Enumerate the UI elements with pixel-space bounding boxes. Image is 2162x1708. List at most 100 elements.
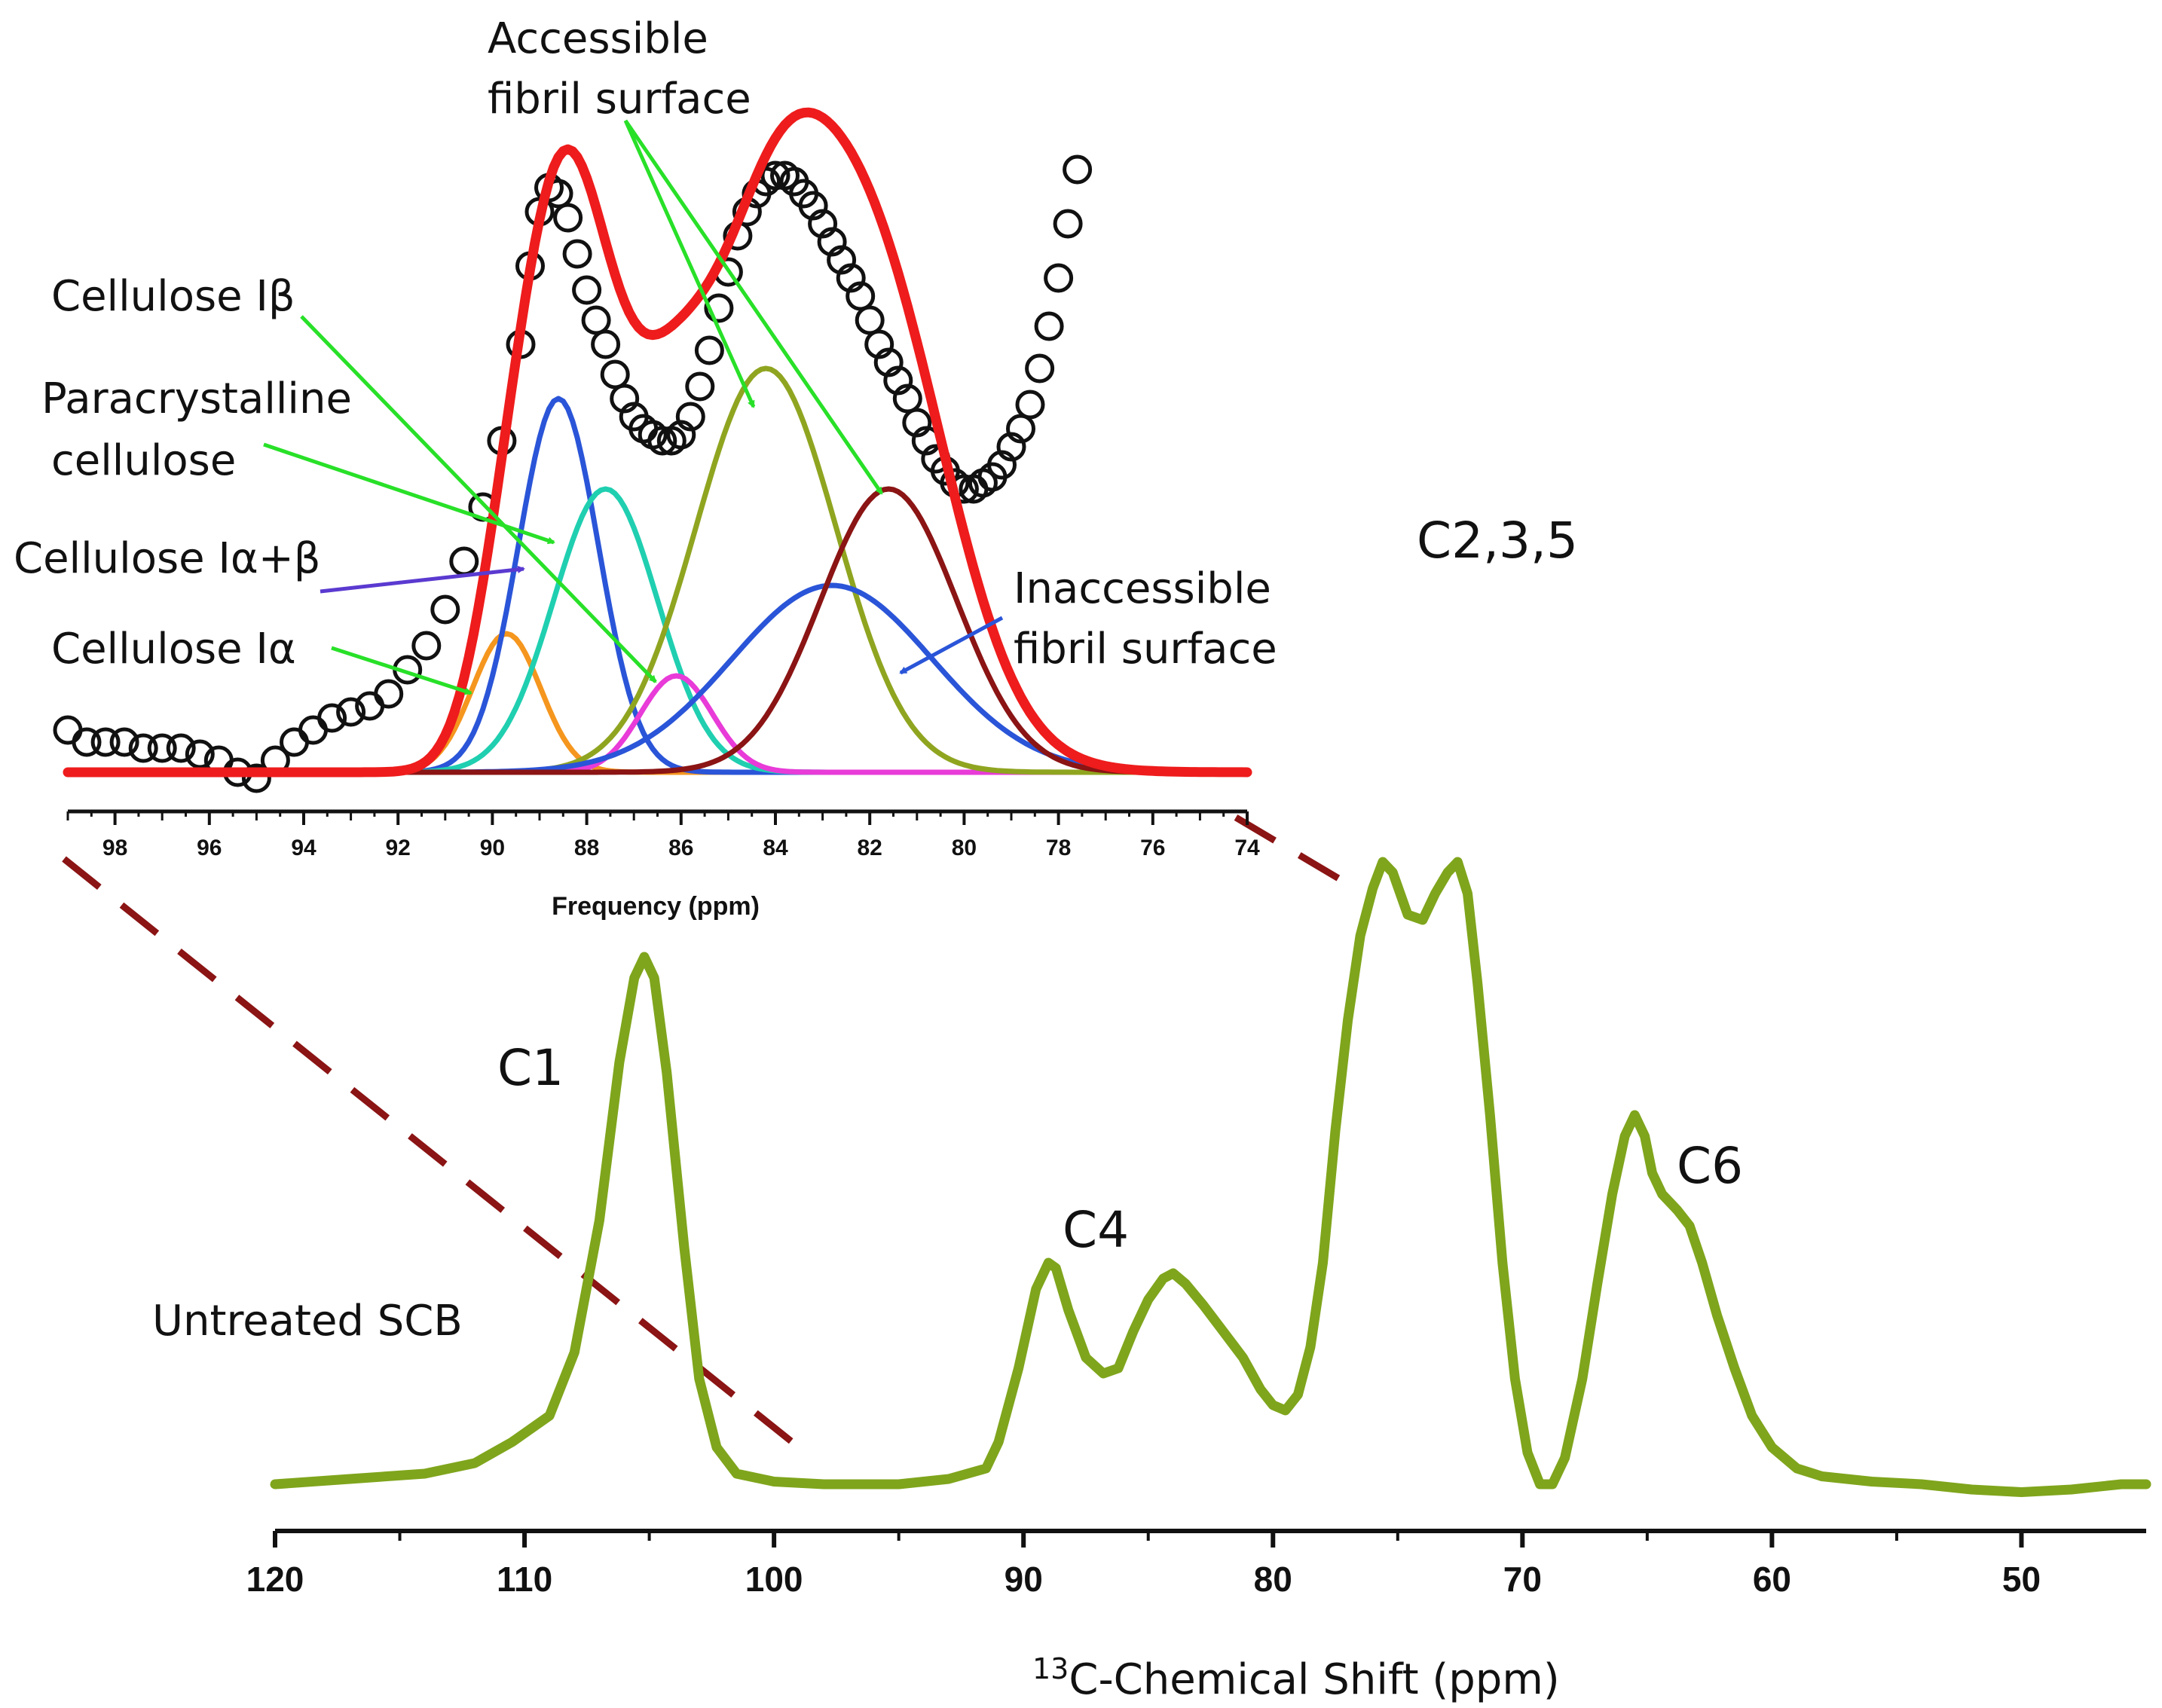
experimental-point (685, 371, 715, 402)
main-x-ticks: 120 110 100 90 80 70 60 50 (246, 1531, 2041, 1599)
main-tick-label: 100 (745, 1560, 803, 1599)
experimental-point (798, 191, 828, 221)
experimental-point (430, 594, 460, 625)
zoom-guide-left (62, 856, 805, 1453)
peak-label-c6: C6 (1677, 1137, 1743, 1195)
inset-tick-label: 78 (1046, 836, 1071, 860)
main-x-axis-title: 13C-Chemical Shift (ppm) (1032, 1652, 1560, 1704)
inset-tick-label: 90 (480, 836, 505, 860)
experimental-point (666, 420, 696, 450)
experimental-point (562, 239, 592, 269)
arrow-ib (300, 315, 657, 683)
inset-tick-label: 80 (952, 836, 977, 860)
label-paracrystalline-2: cellulose (51, 436, 236, 485)
experimental-point (864, 329, 894, 359)
peak-label-c235: C2,3,5 (1417, 512, 1578, 570)
experimental-point (591, 329, 621, 359)
experimental-point (996, 432, 1026, 462)
label-accessible-1: Accessible (488, 14, 708, 63)
arrow-ia (331, 646, 472, 695)
inset-tick-label: 98 (102, 836, 127, 860)
inset-tick-label: 74 (1234, 836, 1260, 860)
experimental-point (647, 426, 677, 456)
experimental-point (128, 733, 158, 763)
experimental-point (1034, 311, 1064, 341)
label-inaccessible-1: Inaccessible (1014, 564, 1271, 613)
series-line-untreated-scb (270, 857, 2151, 1497)
experimental-point (317, 703, 347, 733)
arrow-iab (320, 565, 525, 594)
label-accessible-2: fibril surface (488, 75, 751, 124)
arrow-inaccessible (899, 616, 1004, 675)
experimental-point (241, 763, 271, 793)
experimental-point (883, 365, 913, 396)
main-tick-label: 90 (1005, 1560, 1043, 1599)
experimental-point (1015, 390, 1045, 420)
experimental-point (1063, 154, 1093, 185)
experimental-point (600, 359, 630, 390)
inset-tick-label: 96 (197, 836, 222, 860)
peak-label-c1: C1 (497, 1039, 564, 1097)
inset-x-axis-title: Frequency (ppm) (552, 892, 760, 921)
main-tick-label: 70 (1503, 1560, 1542, 1599)
label-paracrystalline-1: Paracrystalline (41, 374, 352, 423)
arrow-accessible-1 (623, 119, 756, 408)
inset-plot: 98 96 94 92 90 88 86 84 82 80 78 76 74 Frequency (pp… (53, 107, 1260, 921)
experimental-point (553, 203, 583, 233)
experimental-point (1006, 414, 1035, 444)
label-cellulose-iab: Cellulose Iα+β (14, 534, 321, 583)
inset-tick-label: 94 (291, 836, 317, 860)
experimental-point (694, 335, 724, 365)
experimental-point (280, 727, 309, 757)
label-inaccessible-2: fibril surface (1014, 625, 1277, 674)
main-tick-label: 80 (1254, 1560, 1292, 1599)
experimental-point (581, 305, 611, 335)
experimental-point (892, 383, 922, 414)
experimental-point (704, 293, 734, 323)
peak-label-c4: C4 (1063, 1201, 1129, 1259)
inset-experimental-points (53, 154, 1093, 793)
main-tick-label: 120 (246, 1560, 304, 1599)
component-line-inaccessible-fibril-surface (68, 582, 1248, 775)
experimental-point (902, 408, 932, 438)
inset-tick-label: 86 (668, 836, 693, 860)
experimental-point (817, 227, 847, 257)
experimental-point (873, 347, 904, 377)
experimental-point (147, 733, 177, 763)
experimental-point (987, 450, 1017, 480)
experimental-point (610, 383, 640, 414)
sample-label: Untreated SCB (152, 1297, 463, 1346)
main-plot: 120 110 100 90 80 70 60 50 13C-Chemical Shift (… (246, 857, 2151, 1704)
main-tick-label: 50 (2002, 1560, 2041, 1599)
experimental-point (855, 305, 885, 335)
label-cellulose-ia: Cellulose Iα (51, 625, 296, 674)
inset-tick-label: 76 (1140, 836, 1165, 860)
experimental-point (846, 281, 876, 311)
experimental-point (166, 733, 196, 763)
inset-tick-label: 92 (386, 836, 411, 860)
inset-tick-label: 88 (574, 836, 599, 860)
inset-tick-label: 82 (858, 836, 882, 860)
experimental-point (1053, 209, 1083, 239)
experimental-point (827, 245, 857, 275)
experimental-point (808, 209, 838, 239)
experimental-point (53, 715, 83, 745)
experimental-point (760, 160, 790, 191)
inset-tick-label: 84 (763, 836, 788, 860)
main-tick-label: 60 (1753, 1560, 1791, 1599)
experimental-point (374, 679, 404, 709)
experimental-point (185, 739, 215, 769)
experimental-point (411, 631, 442, 661)
experimental-point (72, 727, 102, 757)
zoom-guide-right (1234, 814, 1359, 892)
arrow-accessible-2 (623, 119, 884, 495)
label-cellulose-ib: Cellulose Iβ (51, 272, 295, 321)
experimental-point (336, 697, 366, 727)
inset-x-ticks: 98 96 94 92 90 88 86 84 82 80 78 76 74 (66, 811, 1260, 860)
main-tick-label: 110 (497, 1560, 552, 1599)
experimental-point (836, 263, 866, 293)
experimental-point (1044, 263, 1074, 293)
inset-fit-line (63, 107, 1252, 778)
experimental-point (572, 275, 602, 305)
experimental-point (109, 727, 139, 757)
